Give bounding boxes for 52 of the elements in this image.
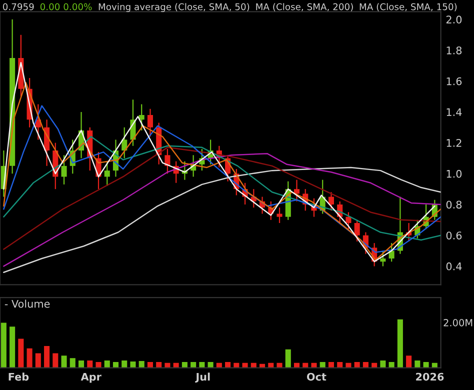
x-tick-label: Oct xyxy=(306,372,326,381)
line-series xyxy=(3,146,441,250)
x-tick-label: Feb xyxy=(8,372,29,381)
bar xyxy=(44,346,50,368)
bar xyxy=(0,322,6,368)
bar xyxy=(35,353,41,368)
candlestick xyxy=(138,104,144,132)
text: MA (Close, SMA, 200) xyxy=(256,3,353,12)
bar xyxy=(311,362,317,368)
y-tick-label: 1.0 xyxy=(446,170,462,178)
y-tick-label: 0.4 xyxy=(446,262,462,270)
bar xyxy=(18,338,24,368)
bar xyxy=(26,348,32,368)
x-tick-label: Apr xyxy=(80,372,102,383)
text: 0.7959 xyxy=(2,3,34,10)
text: 2.00M xyxy=(444,319,472,326)
bar xyxy=(285,349,291,368)
annotation: Moving average (Close, SMA, 50) xyxy=(98,3,250,12)
bar xyxy=(406,356,412,368)
y-tick-label: 1.4 xyxy=(446,108,462,116)
y-tick-label: 1.6 xyxy=(446,77,462,86)
candlestick xyxy=(294,179,300,202)
candlestick xyxy=(346,212,352,230)
candlestick xyxy=(164,148,170,174)
text: MA (Close, SMA, 150) xyxy=(360,3,457,12)
y-tick-label: 1.2 xyxy=(446,139,462,147)
line-series xyxy=(3,136,441,241)
candlestick xyxy=(328,192,334,212)
y-tick-label: 2.0 xyxy=(446,16,462,24)
bar xyxy=(276,362,282,368)
bar xyxy=(130,361,136,368)
line-series xyxy=(3,166,441,273)
bar xyxy=(52,353,58,368)
x-tick-label: 2026 xyxy=(416,372,444,381)
text: 0.00 0.00% xyxy=(40,3,92,10)
bar xyxy=(96,362,102,368)
y-tick-label: 0.6 xyxy=(446,232,462,240)
line-series xyxy=(3,152,441,267)
candlestick xyxy=(61,154,67,185)
y-tick-label: 1.8 xyxy=(446,46,462,54)
candlestick xyxy=(380,250,386,267)
candlestick xyxy=(354,219,360,242)
candlestick xyxy=(104,160,110,187)
bar xyxy=(10,326,16,368)
bar xyxy=(61,356,67,368)
chart-title: - Volume xyxy=(4,300,50,308)
y-tick-label: 0.8 xyxy=(446,200,462,209)
x-tick-label: Jul xyxy=(195,372,210,383)
bar xyxy=(70,358,76,368)
candlestick xyxy=(276,207,282,224)
candlestick xyxy=(147,108,153,138)
bar xyxy=(397,319,403,368)
